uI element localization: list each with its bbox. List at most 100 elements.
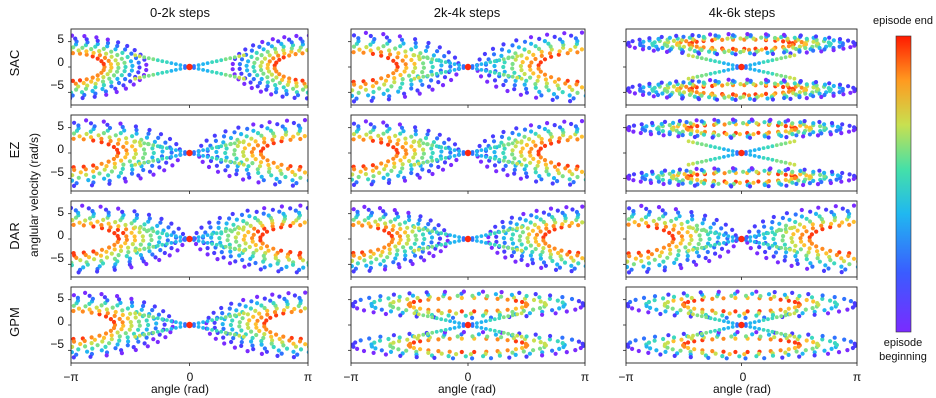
data-point — [792, 162, 797, 167]
data-point — [851, 203, 857, 208]
data-point — [790, 239, 795, 245]
data-point — [294, 33, 299, 39]
data-point — [818, 172, 823, 177]
data-point — [436, 164, 441, 170]
data-point — [501, 330, 506, 335]
data-point — [276, 39, 281, 44]
data-point — [660, 91, 665, 96]
data-point — [234, 217, 239, 222]
data-point — [258, 149, 264, 154]
data-point — [167, 136, 173, 142]
data-point — [364, 263, 369, 268]
data-point — [858, 217, 862, 221]
data-point — [223, 158, 228, 163]
data-point — [259, 246, 264, 251]
data-point — [770, 71, 775, 76]
data-point — [101, 46, 106, 52]
data-point — [542, 57, 548, 62]
data-point — [450, 356, 456, 361]
data-point — [210, 232, 215, 237]
data-point — [243, 241, 248, 246]
data-point — [670, 306, 675, 311]
data-point — [561, 45, 566, 50]
data-point — [694, 90, 699, 95]
data-point — [668, 251, 673, 256]
data-point — [704, 158, 709, 163]
colorbar — [895, 35, 912, 333]
data-point — [106, 142, 111, 147]
data-point — [102, 55, 108, 61]
data-point — [517, 216, 523, 221]
data-point — [766, 317, 770, 322]
data-point — [151, 150, 156, 156]
data-point — [454, 352, 459, 357]
data-point — [695, 129, 700, 134]
data-point — [589, 210, 593, 214]
data-point — [804, 338, 809, 343]
data-point — [409, 82, 414, 87]
data-point — [717, 242, 722, 246]
data-point — [383, 311, 388, 317]
data-point — [538, 253, 543, 258]
data-point — [241, 237, 246, 242]
data-point — [656, 131, 662, 136]
data-point — [476, 332, 481, 337]
data-point — [497, 230, 502, 235]
data-point — [203, 230, 208, 235]
data-point — [271, 246, 276, 251]
data-point — [766, 332, 772, 337]
data-point — [311, 216, 315, 220]
data-point — [559, 248, 564, 253]
data-point — [788, 312, 792, 317]
data-point — [351, 172, 355, 177]
data-point — [115, 294, 120, 299]
data-point — [846, 38, 851, 43]
data-point — [71, 173, 75, 178]
data-point — [134, 127, 139, 133]
data-point — [692, 339, 697, 344]
data-point — [378, 253, 383, 258]
data-point — [845, 209, 850, 214]
data-point — [811, 299, 816, 304]
data-point — [150, 146, 155, 151]
data-point — [402, 249, 407, 254]
data-point — [363, 87, 368, 92]
data-point — [284, 346, 290, 351]
data-point — [398, 85, 403, 90]
data-point — [641, 264, 646, 269]
data-point — [845, 307, 850, 312]
data-point — [509, 236, 514, 242]
data-point — [686, 162, 691, 167]
data-point — [646, 261, 652, 266]
data-point — [133, 76, 138, 81]
data-point — [412, 248, 417, 253]
data-point — [510, 152, 515, 157]
data-point — [556, 162, 561, 167]
data-point — [112, 267, 117, 272]
data-point — [552, 227, 557, 232]
data-point — [417, 217, 422, 223]
data-point — [565, 252, 570, 257]
data-point — [308, 165, 312, 169]
data-point — [699, 314, 704, 319]
data-point — [738, 36, 743, 41]
data-point — [397, 122, 402, 127]
data-point — [654, 307, 659, 312]
data-point — [484, 147, 488, 152]
data-point — [583, 172, 585, 177]
data-point — [647, 45, 652, 51]
data-point — [260, 39, 265, 45]
data-point — [840, 220, 845, 225]
data-point — [730, 325, 735, 329]
data-point — [537, 124, 542, 130]
data-point — [716, 34, 721, 39]
data-point — [847, 262, 852, 267]
data-point — [407, 331, 412, 336]
data-point — [493, 292, 498, 297]
data-point — [104, 51, 109, 56]
data-point — [586, 83, 590, 87]
data-point — [227, 306, 232, 311]
data-point — [551, 224, 556, 229]
data-point — [448, 319, 452, 323]
data-point — [137, 140, 142, 145]
